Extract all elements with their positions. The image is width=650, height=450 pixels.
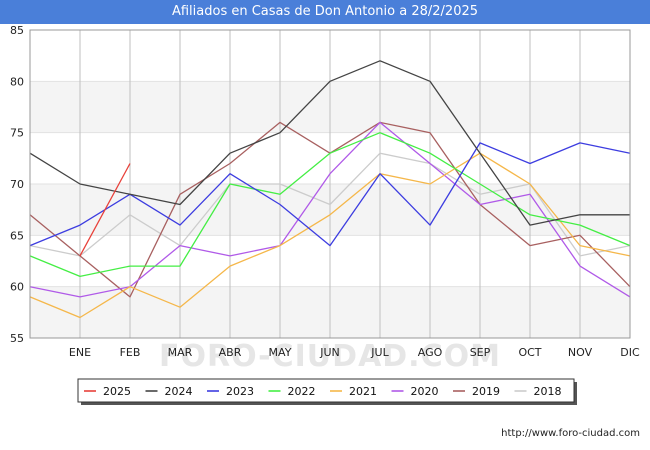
series-line-2021 [29, 152, 631, 319]
y-tick-label: 75 [10, 127, 24, 140]
series-line-2022 [29, 132, 631, 278]
legend-label-2022: 2022 [288, 385, 316, 398]
legend-label-2021: 2021 [349, 385, 377, 398]
legend-label-2020: 2020 [411, 385, 439, 398]
legend-box: 2025 2024 2023 2022 2021 2020 2019 2018 [77, 378, 577, 405]
x-axis-ticks: ENE FEB MAR ABR MAY JUN JUL AGO SEP OCT NOV DIC [69, 346, 640, 359]
source-url: http://www.foro-ciudad.com [501, 428, 640, 439]
series-lines [29, 60, 631, 319]
series-line-2024 [29, 60, 630, 226]
y-tick-label: 65 [10, 229, 24, 242]
y-tick-label: 55 [10, 332, 24, 345]
x-tick-label: ABR [219, 346, 242, 359]
legend-frame [77, 378, 575, 403]
y-tick-label: 85 [10, 24, 24, 37]
legend-label-2019: 2019 [472, 385, 500, 398]
x-tick-label: OCT [518, 346, 541, 359]
x-tick-label: NOV [568, 346, 593, 359]
legend-label-2025: 2025 [103, 385, 131, 398]
y-tick-label: 70 [10, 178, 24, 191]
y-tick-label: 60 [10, 281, 24, 294]
legend-label-2023: 2023 [226, 385, 254, 398]
legend-label-2018: 2018 [534, 385, 562, 398]
x-tick-label: MAR [168, 346, 193, 359]
x-tick-label: SEP [470, 346, 491, 359]
x-tick-label: AGO [418, 346, 443, 359]
plot-border [29, 29, 631, 339]
legend: 2025 2024 2023 2022 2021 2020 2019 2018 [84, 385, 562, 398]
x-tick-label: MAY [269, 346, 292, 359]
x-tick-label: DIC [620, 346, 640, 359]
legend-label-2024: 2024 [165, 385, 193, 398]
x-tick-label: JUN [319, 346, 340, 359]
y-axis-ticks: 55 60 65 70 75 80 85 [10, 24, 24, 345]
watermark: FORO-CIUDAD.COM [159, 339, 501, 374]
series-line-2025 [79, 163, 131, 257]
x-tick-label: ENE [69, 346, 91, 359]
x-tick-label: FEB [120, 346, 141, 359]
chart-title: Afiliados en Casas de Don Antonio a 28/2… [0, 0, 650, 24]
y-tick-label: 80 [10, 75, 24, 88]
x-tick-label: JUL [370, 346, 389, 359]
